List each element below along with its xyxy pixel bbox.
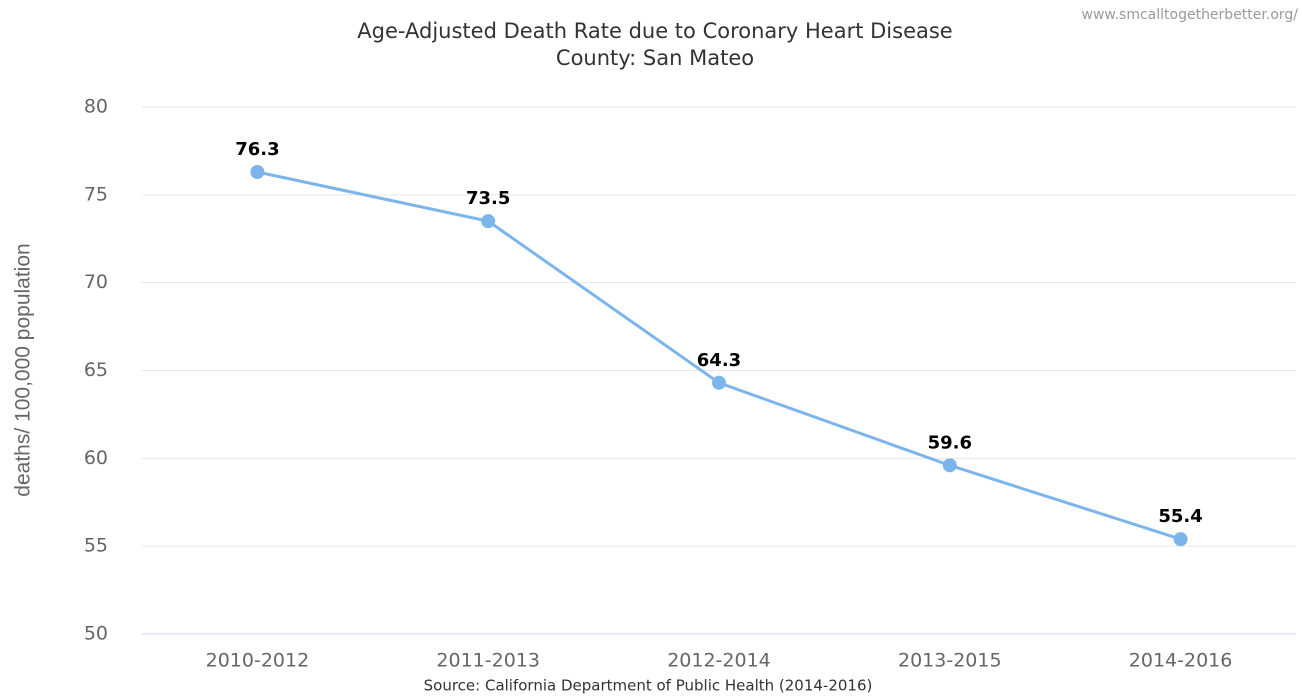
x-tick-label: 2012-2014 (667, 650, 771, 672)
point (712, 375, 726, 390)
y-tick-label: 80 (84, 96, 108, 118)
x-tick-label: 2010-2012 (206, 650, 310, 672)
source-note: Source: California Department of Public … (424, 677, 873, 695)
point (250, 164, 265, 179)
point (942, 458, 957, 473)
y-tick-label: 50 (84, 623, 108, 645)
y-tick-label: 55 (84, 535, 108, 557)
y-tick-label: 75 (84, 183, 108, 205)
x-tick-label: 2011-2013 (436, 650, 540, 672)
x-tick-label: 2013-2015 (898, 650, 1002, 672)
chart-subtitle: County: San Mateo (556, 46, 754, 70)
y-axis-label: deaths/ 100,000 population (12, 243, 35, 496)
x-tick-label: 2014-2016 (1129, 650, 1233, 672)
y-tick-label: 70 (84, 271, 108, 293)
watermark: www.smcalltogetherbetter.org/ (1082, 7, 1299, 23)
point (481, 214, 496, 229)
point (1173, 532, 1188, 547)
data-label: 59.6 (928, 432, 972, 453)
data-label: 73.5 (466, 188, 510, 209)
data-label: 64.3 (697, 350, 741, 371)
y-tick-label: 60 (84, 447, 108, 469)
data-label: 55.4 (1158, 506, 1202, 527)
y-tick-label: 65 (84, 359, 108, 381)
data-label: 76.3 (235, 139, 279, 160)
chart-title: Age-Adjusted Death Rate due to Coronary … (357, 19, 952, 43)
